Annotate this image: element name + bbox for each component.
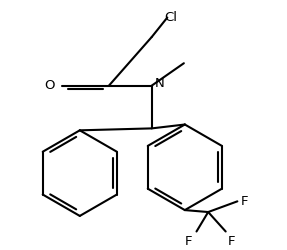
Text: F: F	[228, 236, 235, 248]
Text: F: F	[240, 195, 248, 208]
Text: F: F	[185, 236, 193, 248]
Text: O: O	[44, 79, 55, 92]
Text: N: N	[155, 77, 164, 90]
Text: Cl: Cl	[165, 11, 178, 24]
